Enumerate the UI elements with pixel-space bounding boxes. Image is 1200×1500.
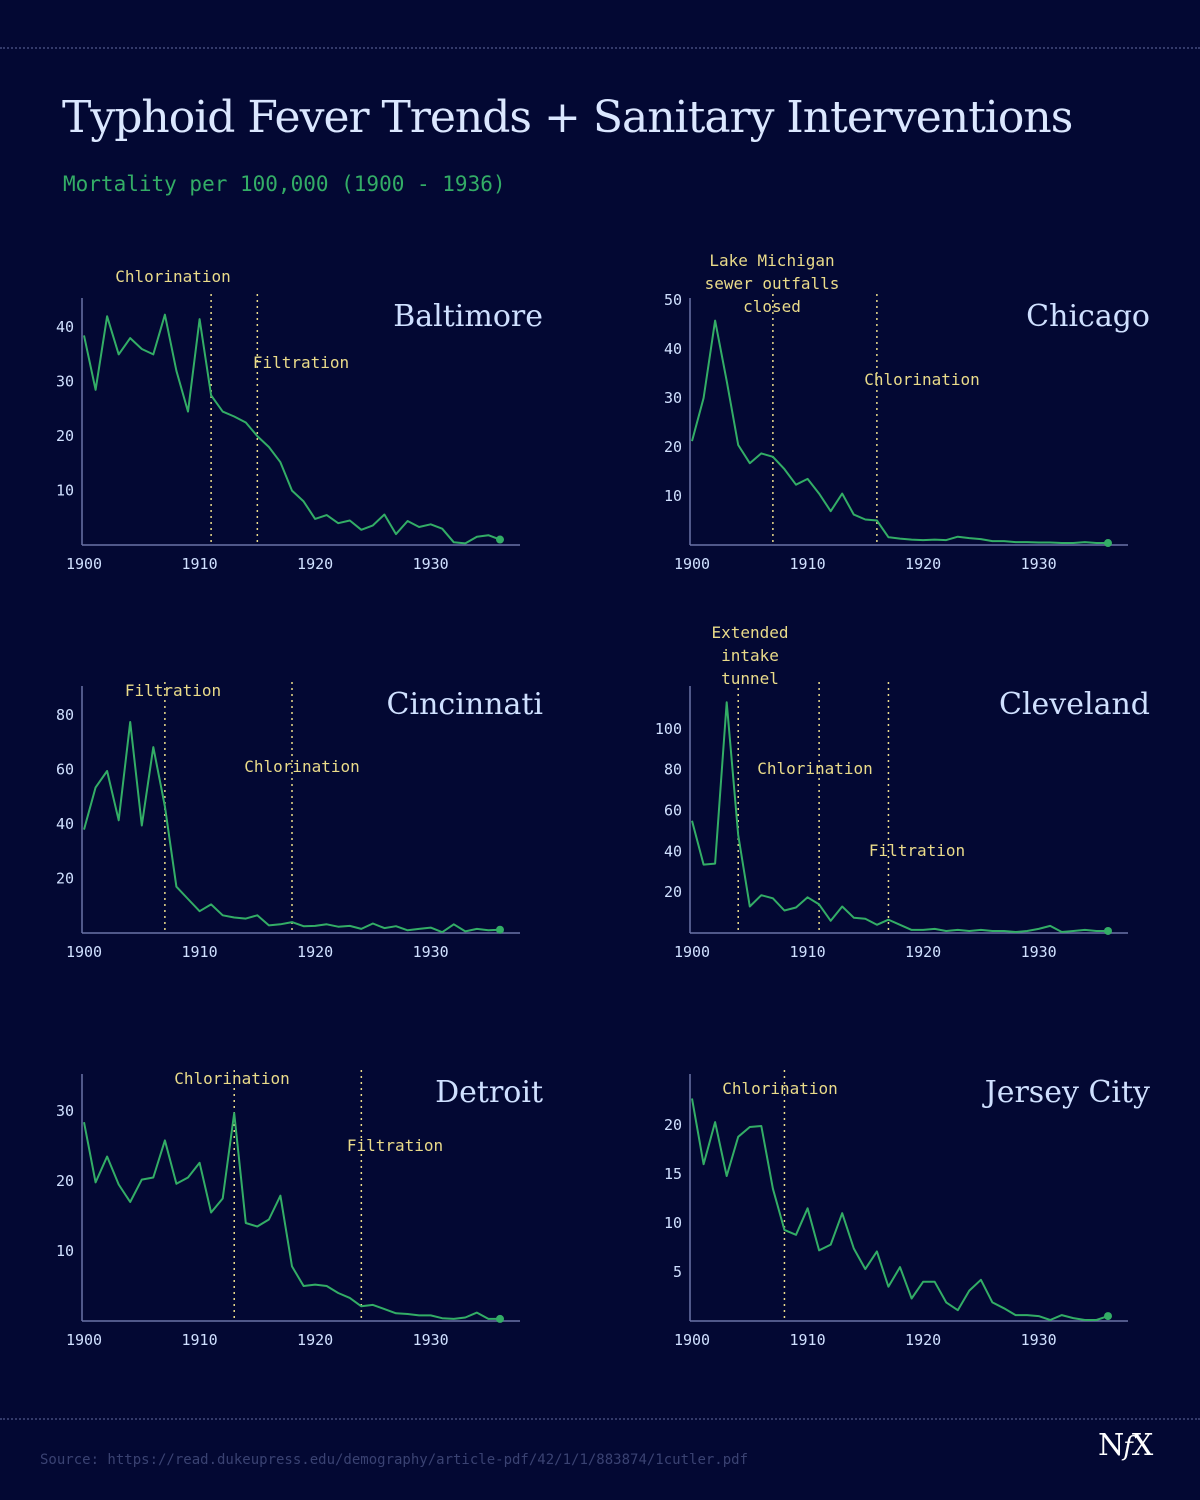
end-point-cleveland xyxy=(1104,926,1112,935)
x-tick-label-jersey-city: 1920 xyxy=(905,1331,941,1349)
y-tick-label-cincinnati: 60 xyxy=(56,761,74,779)
chart-cincinnati: 20 40 60 80 1900 1910 1920 1930 Filtration Chlori… xyxy=(56,681,543,961)
end-point-chicago xyxy=(1104,539,1112,548)
city-name-chicago: Chicago xyxy=(1026,299,1150,334)
y-tick-label-cincinnati: 80 xyxy=(56,706,74,724)
x-tick-label-chicago: 1900 xyxy=(674,555,710,573)
y-tick-label-baltimore: 40 xyxy=(56,318,74,336)
chart-chicago: 10 20 30 40 50 1900 1910 1920 1930 Lake Michigan s… xyxy=(664,251,1150,573)
series-line-baltimore xyxy=(83,313,501,545)
y-tick-label-detroit: 30 xyxy=(56,1102,74,1120)
y-tick-label-detroit: 20 xyxy=(56,1172,74,1190)
x-tick-label-cleveland: 1910 xyxy=(789,943,825,961)
y-tick-label-chicago: 20 xyxy=(664,438,682,456)
city-name-cleveland: Cleveland xyxy=(999,687,1150,722)
intervention-label-lake-michigan-sewer-outfalls-closed: Lake Michigan sewer outfalls closed xyxy=(705,251,840,316)
intervention-label-chlorination: Chlorination xyxy=(722,1079,838,1098)
y-tick-label-chicago: 40 xyxy=(664,340,682,358)
intervention-label-chlorination: Chlorination xyxy=(244,757,360,776)
intervention-label-filtration: Filtration xyxy=(869,841,965,860)
city-name-baltimore: Baltimore xyxy=(393,299,543,334)
y-tick-label-cleveland: 20 xyxy=(664,883,682,901)
nfx-logo: NfX xyxy=(1098,1428,1153,1463)
x-tick-label-baltimore: 1910 xyxy=(181,555,217,573)
x-tick-label-detroit: 1910 xyxy=(181,1331,217,1349)
y-tick-label-cincinnati: 20 xyxy=(56,870,74,888)
top-dotted-divider xyxy=(0,47,1200,49)
y-tick-label-chicago: 30 xyxy=(664,389,682,407)
logo-letter-n: N xyxy=(1098,1428,1124,1463)
chart-cleveland: 20 40 60 80 100 1900 1910 1920 1930 Extended intak… xyxy=(655,623,1150,961)
y-tick-label-baltimore: 30 xyxy=(56,373,74,391)
y-tick-label-detroit: 10 xyxy=(56,1242,74,1260)
city-name-detroit: Detroit xyxy=(435,1075,543,1110)
y-tick-label-jersey-city: 10 xyxy=(664,1214,682,1232)
x-tick-label-cleveland: 1920 xyxy=(905,943,941,961)
end-point-cincinnati xyxy=(496,925,504,934)
y-tick-label-cleveland: 100 xyxy=(655,720,682,738)
city-name-cincinnati: Cincinnati xyxy=(387,687,543,722)
x-tick-label-jersey-city: 1900 xyxy=(674,1331,710,1349)
page-subtitle: Mortality per 100,000 (1900 - 1936) xyxy=(63,172,506,196)
y-tick-label-chicago: 10 xyxy=(664,487,682,505)
y-tick-label-baltimore: 20 xyxy=(56,427,74,445)
source-citation: Source: https://read.dukeupress.edu/demo… xyxy=(40,1452,749,1468)
x-tick-label-jersey-city: 1910 xyxy=(789,1331,825,1349)
intervention-label-extended-intake-tunnel: Extended intake tunnel xyxy=(711,623,788,688)
x-tick-label-jersey-city: 1930 xyxy=(1021,1331,1057,1349)
x-tick-label-detroit: 1920 xyxy=(297,1331,333,1349)
x-tick-label-chicago: 1920 xyxy=(905,555,941,573)
x-tick-label-cincinnati: 1930 xyxy=(413,943,449,961)
y-tick-label-jersey-city: 15 xyxy=(664,1165,682,1183)
end-point-jersey-city xyxy=(1104,1312,1112,1321)
x-tick-label-baltimore: 1930 xyxy=(413,555,449,573)
x-tick-label-baltimore: 1900 xyxy=(66,555,102,573)
logo-letter-f: f xyxy=(1123,1432,1133,1462)
x-tick-label-chicago: 1910 xyxy=(789,555,825,573)
series-line-detroit xyxy=(83,1112,500,1320)
chart-detroit: 10 20 30 1900 1910 1920 1930 Chlorination Filtra… xyxy=(56,1069,543,1349)
x-tick-label-chicago: 1930 xyxy=(1021,555,1057,573)
series-line-jersey-city xyxy=(691,1098,1109,1321)
x-tick-label-cleveland: 1930 xyxy=(1021,943,1057,961)
intervention-label-chlorination: Chlorination xyxy=(174,1069,290,1088)
city-name-jersey-city: Jersey City xyxy=(982,1075,1150,1110)
series-line-cleveland xyxy=(691,701,1108,933)
intervention-label-chlorination: Chlorination xyxy=(115,267,231,286)
chart-baltimore: 10 20 30 40 1900 1910 1920 1930 Chlorination Filt… xyxy=(56,267,543,573)
intervention-label-chlorination: Chlorination xyxy=(864,370,980,389)
series-line-cincinnati xyxy=(83,721,501,934)
y-tick-label-chicago: 50 xyxy=(664,291,682,309)
intervention-label-filtration: Filtration xyxy=(347,1136,443,1155)
y-tick-label-cincinnati: 40 xyxy=(56,815,74,833)
x-tick-label-cincinnati: 1920 xyxy=(297,943,333,961)
end-point-baltimore xyxy=(496,535,504,544)
x-tick-label-detroit: 1900 xyxy=(66,1331,102,1349)
y-tick-label-jersey-city: 20 xyxy=(664,1116,682,1134)
x-tick-label-cincinnati: 1910 xyxy=(181,943,217,961)
intervention-label-filtration: Filtration xyxy=(125,681,221,700)
end-point-detroit xyxy=(496,1314,504,1323)
series-line-chicago xyxy=(691,319,1108,544)
y-tick-label-cleveland: 60 xyxy=(664,802,682,820)
page-title: Typhoid Fever Trends + Sanitary Interven… xyxy=(62,92,1073,143)
y-tick-label-cleveland: 80 xyxy=(664,761,682,779)
x-tick-label-cleveland: 1900 xyxy=(674,943,710,961)
x-tick-label-cincinnati: 1900 xyxy=(66,943,102,961)
y-tick-label-cleveland: 40 xyxy=(664,842,682,860)
intervention-label-filtration: Filtration xyxy=(253,353,349,372)
bottom-dotted-divider xyxy=(0,1418,1200,1420)
logo-letter-x: X xyxy=(1131,1428,1153,1463)
x-tick-label-baltimore: 1920 xyxy=(297,555,333,573)
chart-jersey-city: 5 10 15 20 1900 1910 1920 1930 Chlorination Jerse… xyxy=(664,1070,1150,1349)
x-tick-label-detroit: 1930 xyxy=(413,1331,449,1349)
y-tick-label-jersey-city: 5 xyxy=(673,1263,682,1281)
intervention-label-chlorination: Chlorination xyxy=(757,759,873,778)
y-tick-label-baltimore: 10 xyxy=(56,482,74,500)
